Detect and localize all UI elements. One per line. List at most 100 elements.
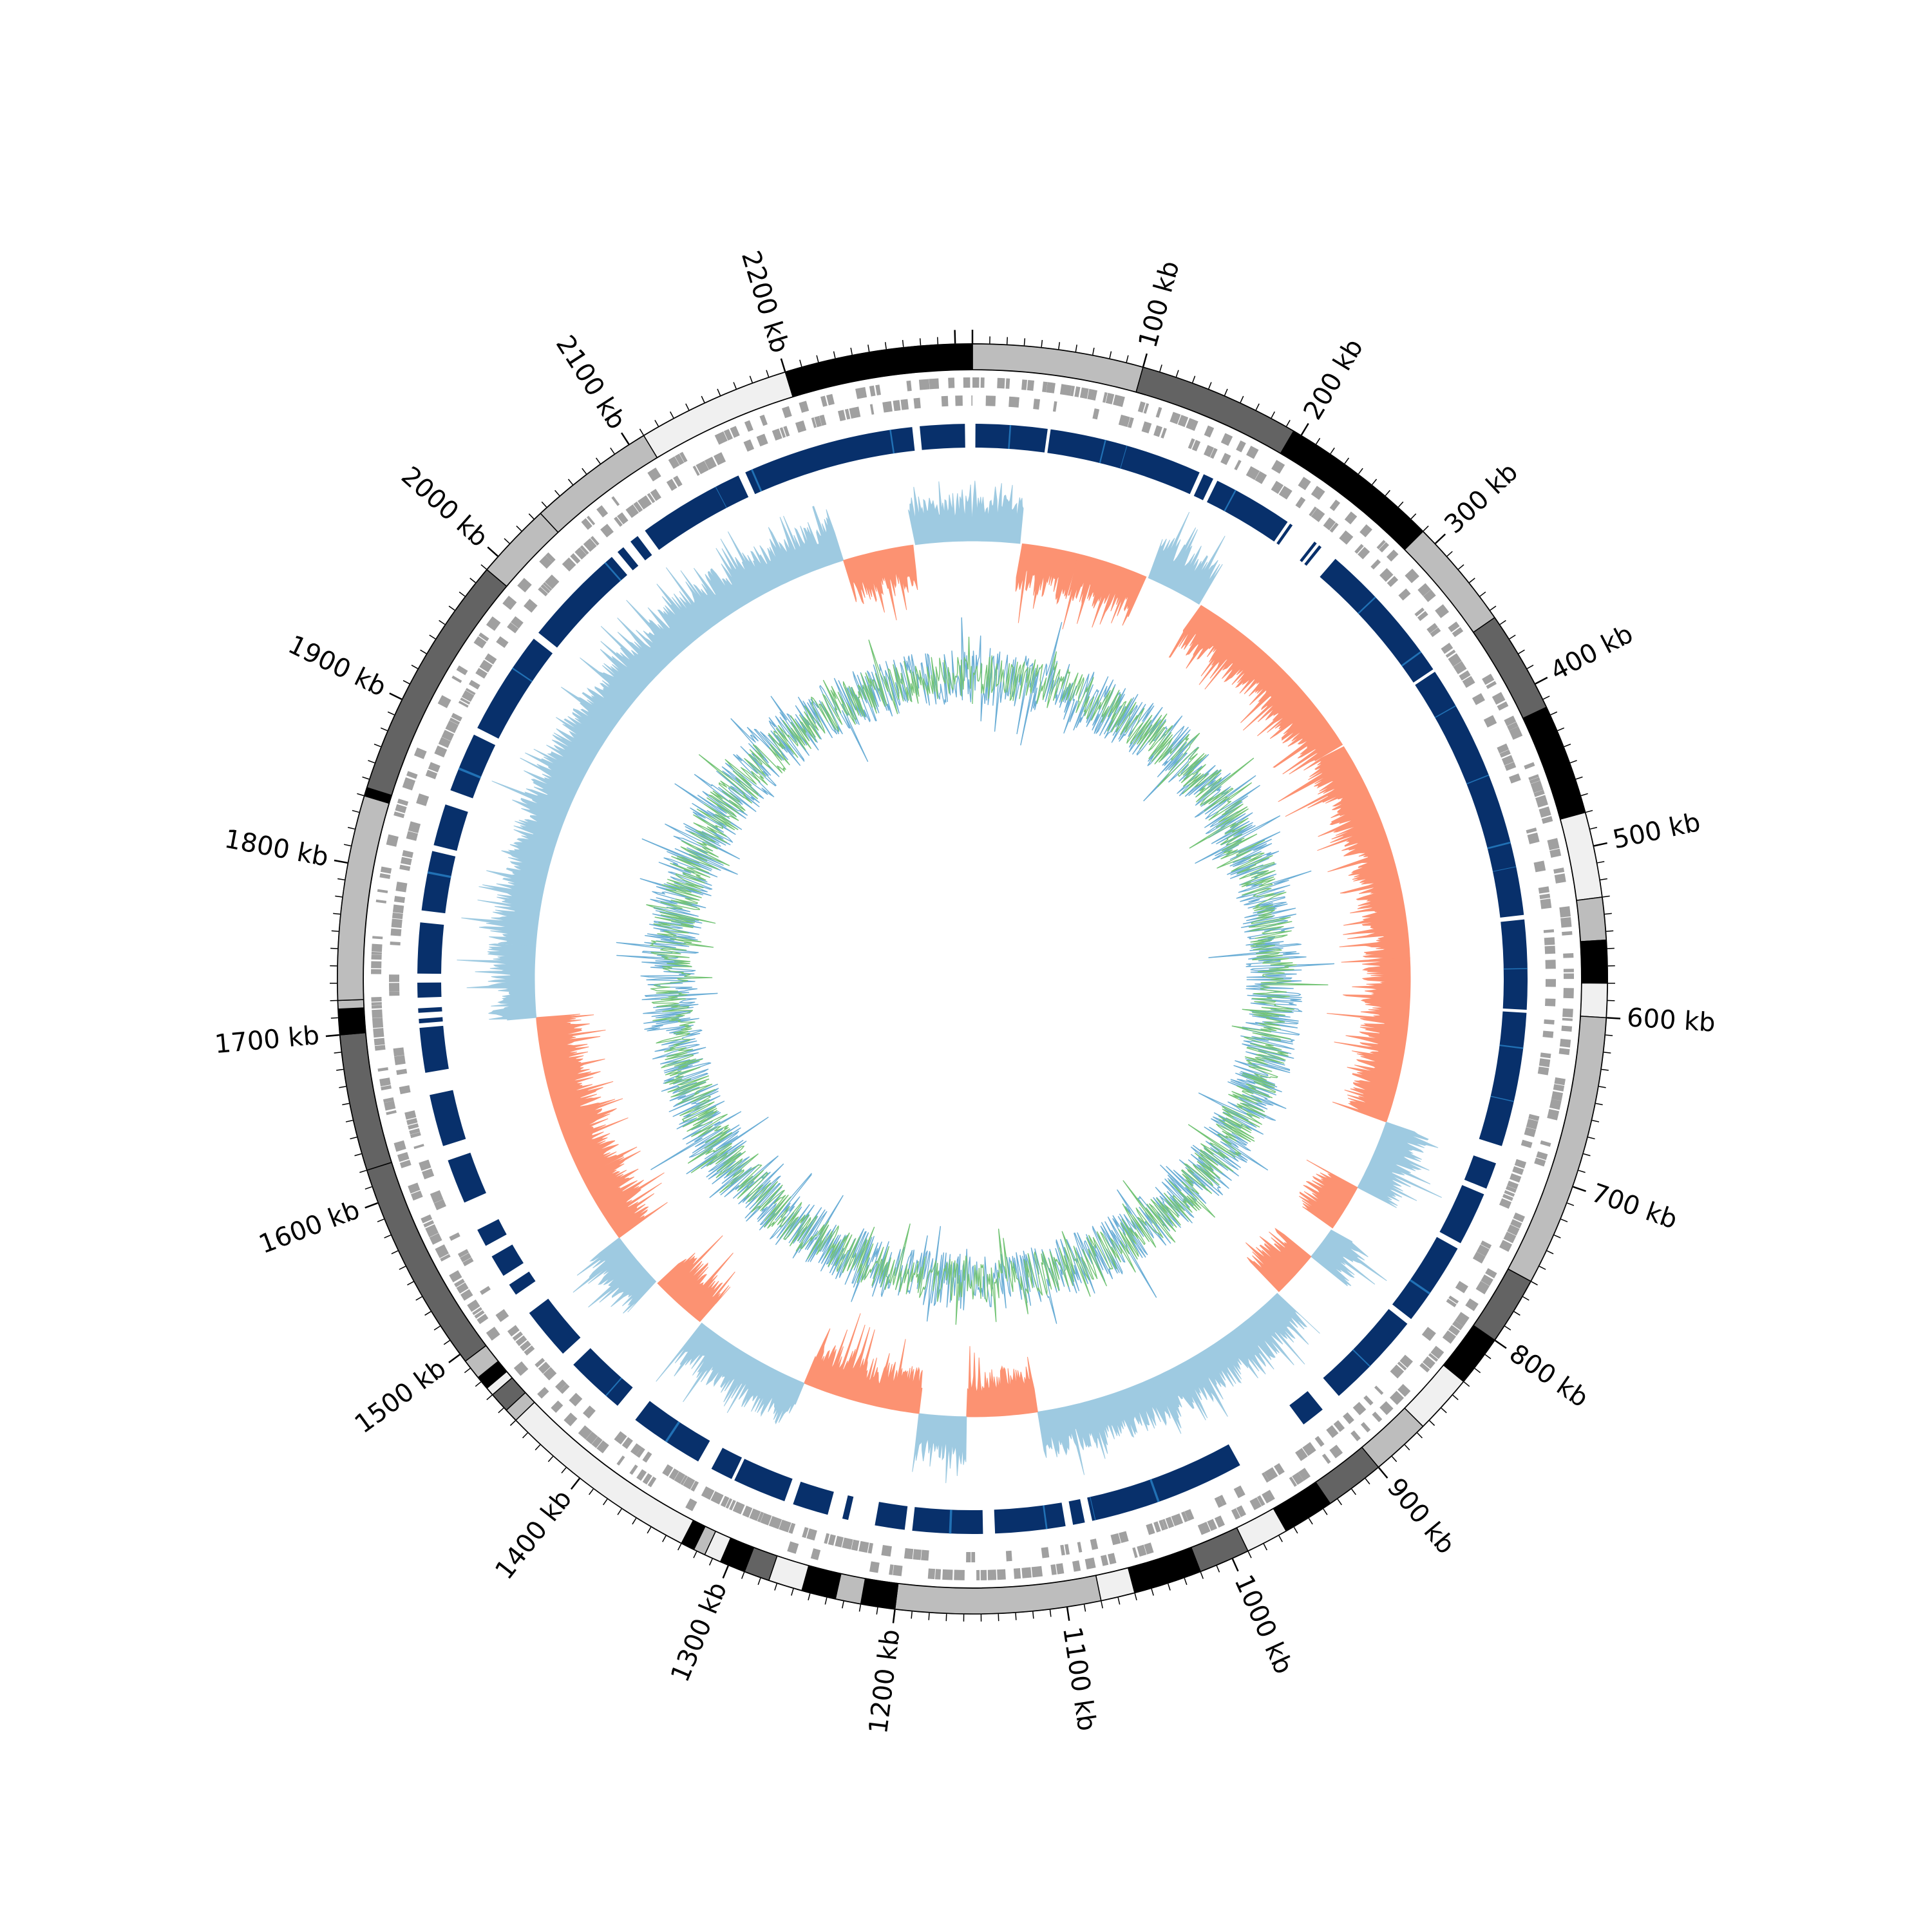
major-tick — [1535, 676, 1548, 685]
gc-skew-band — [1148, 511, 1226, 605]
minor-tick — [368, 760, 375, 764]
gene-feature — [1005, 378, 1010, 389]
gene-feature — [413, 747, 427, 759]
gene-feature — [1442, 1330, 1457, 1344]
minor-tick — [1583, 1153, 1591, 1157]
region-block — [1479, 1011, 1527, 1146]
gene-feature — [1256, 1495, 1265, 1506]
gene-feature — [875, 384, 881, 396]
gene-feature — [478, 632, 489, 641]
gene-feature — [1363, 1395, 1374, 1406]
tick-label: 2100 kb — [550, 330, 632, 435]
gene-feature — [404, 1110, 417, 1120]
gene-feature — [1056, 1563, 1065, 1575]
gene-feature — [371, 1002, 382, 1006]
tick-label: 1800 kb — [222, 824, 331, 873]
gene-feature — [629, 1464, 638, 1475]
gene-feature — [1520, 1139, 1533, 1148]
gc-skew-band — [657, 1235, 735, 1322]
gene-feature — [1389, 1390, 1405, 1405]
gene-feature — [1558, 1048, 1570, 1056]
contig-segment — [337, 999, 365, 1010]
gene-feature — [1113, 394, 1125, 408]
gene-feature — [399, 864, 411, 871]
minor-tick — [1006, 337, 1009, 345]
tick-label: 700 kb — [1587, 1178, 1681, 1235]
gene-feature — [704, 457, 717, 470]
region-highlight — [512, 667, 533, 683]
gene-feature — [858, 1540, 869, 1553]
minor-tick — [1151, 1588, 1154, 1596]
gene-feature — [1329, 1444, 1343, 1459]
gene-feature — [1218, 1495, 1227, 1506]
gene-feature — [1329, 499, 1341, 511]
minor-tick — [337, 878, 345, 881]
gene-feature — [757, 1511, 764, 1522]
minor-tick — [1263, 1543, 1267, 1551]
gene-feature — [1455, 1312, 1470, 1327]
region-highlight — [1503, 968, 1528, 970]
contig-segment — [784, 343, 973, 397]
gene-feature — [1084, 1557, 1096, 1569]
gene-feature — [1311, 486, 1325, 500]
gene-feature — [642, 1473, 652, 1485]
region-highlight — [1224, 489, 1236, 512]
gene-feature — [1177, 415, 1189, 428]
minor-tick — [1474, 1368, 1481, 1374]
gene-feature — [1262, 1490, 1275, 1504]
minor-tick — [535, 1444, 541, 1451]
gene-feature — [934, 1569, 942, 1580]
minor-tick — [1522, 1296, 1530, 1301]
minor-tick — [632, 1518, 637, 1525]
gene-feature — [997, 377, 1005, 389]
minor-tick — [1126, 355, 1129, 363]
minor-tick — [334, 1052, 341, 1054]
gene-feature — [1524, 762, 1535, 770]
gene-feature — [410, 1132, 421, 1139]
gene-feature — [386, 1110, 397, 1115]
gene-feature — [1503, 1231, 1517, 1244]
minor-tick — [876, 1607, 878, 1615]
gene-feature — [1428, 1352, 1439, 1362]
major-tick — [1435, 533, 1446, 544]
gene-feature — [1298, 1468, 1311, 1481]
gene-feature — [510, 616, 524, 629]
region-highlight — [1401, 650, 1422, 667]
gene-feature — [462, 1257, 474, 1267]
gene-feature — [480, 1285, 491, 1295]
gene-feature — [662, 1464, 674, 1477]
minor-tick — [1423, 526, 1429, 531]
gene-feature — [1539, 893, 1551, 900]
contig-segment — [1580, 982, 1608, 1019]
gene-feature — [1509, 726, 1523, 740]
gene-feature — [1453, 661, 1467, 674]
region-block — [1300, 541, 1317, 562]
region-block — [711, 1448, 743, 1479]
region-block — [509, 1271, 536, 1295]
gene-feature — [1545, 998, 1556, 1007]
gene-feature — [397, 1151, 410, 1162]
gene-feature — [633, 501, 643, 513]
gene-feature — [927, 1568, 936, 1580]
minor-tick — [816, 355, 819, 363]
gene-feature — [402, 777, 416, 791]
minor-tick — [402, 680, 410, 685]
gene-feature — [393, 1140, 406, 1152]
gc-skew-band — [1298, 1159, 1358, 1229]
gene-feature — [1499, 1198, 1512, 1209]
major-tick — [365, 1202, 378, 1209]
minor-tick — [824, 1597, 828, 1605]
gene-feature — [725, 1498, 733, 1509]
gene-feature — [1472, 693, 1485, 705]
gene-feature — [1165, 1517, 1175, 1529]
gene-feature — [1547, 1108, 1560, 1121]
gene-feature — [650, 489, 661, 501]
gene-feature — [1486, 681, 1497, 689]
minor-tick — [1499, 620, 1506, 625]
tick-label: 2000 kb — [395, 461, 493, 553]
gene-feature — [441, 730, 455, 741]
gene-feature — [1510, 1219, 1522, 1229]
gene-feature — [1234, 459, 1242, 471]
gene-feature — [759, 414, 768, 426]
gene-feature — [904, 1548, 914, 1560]
